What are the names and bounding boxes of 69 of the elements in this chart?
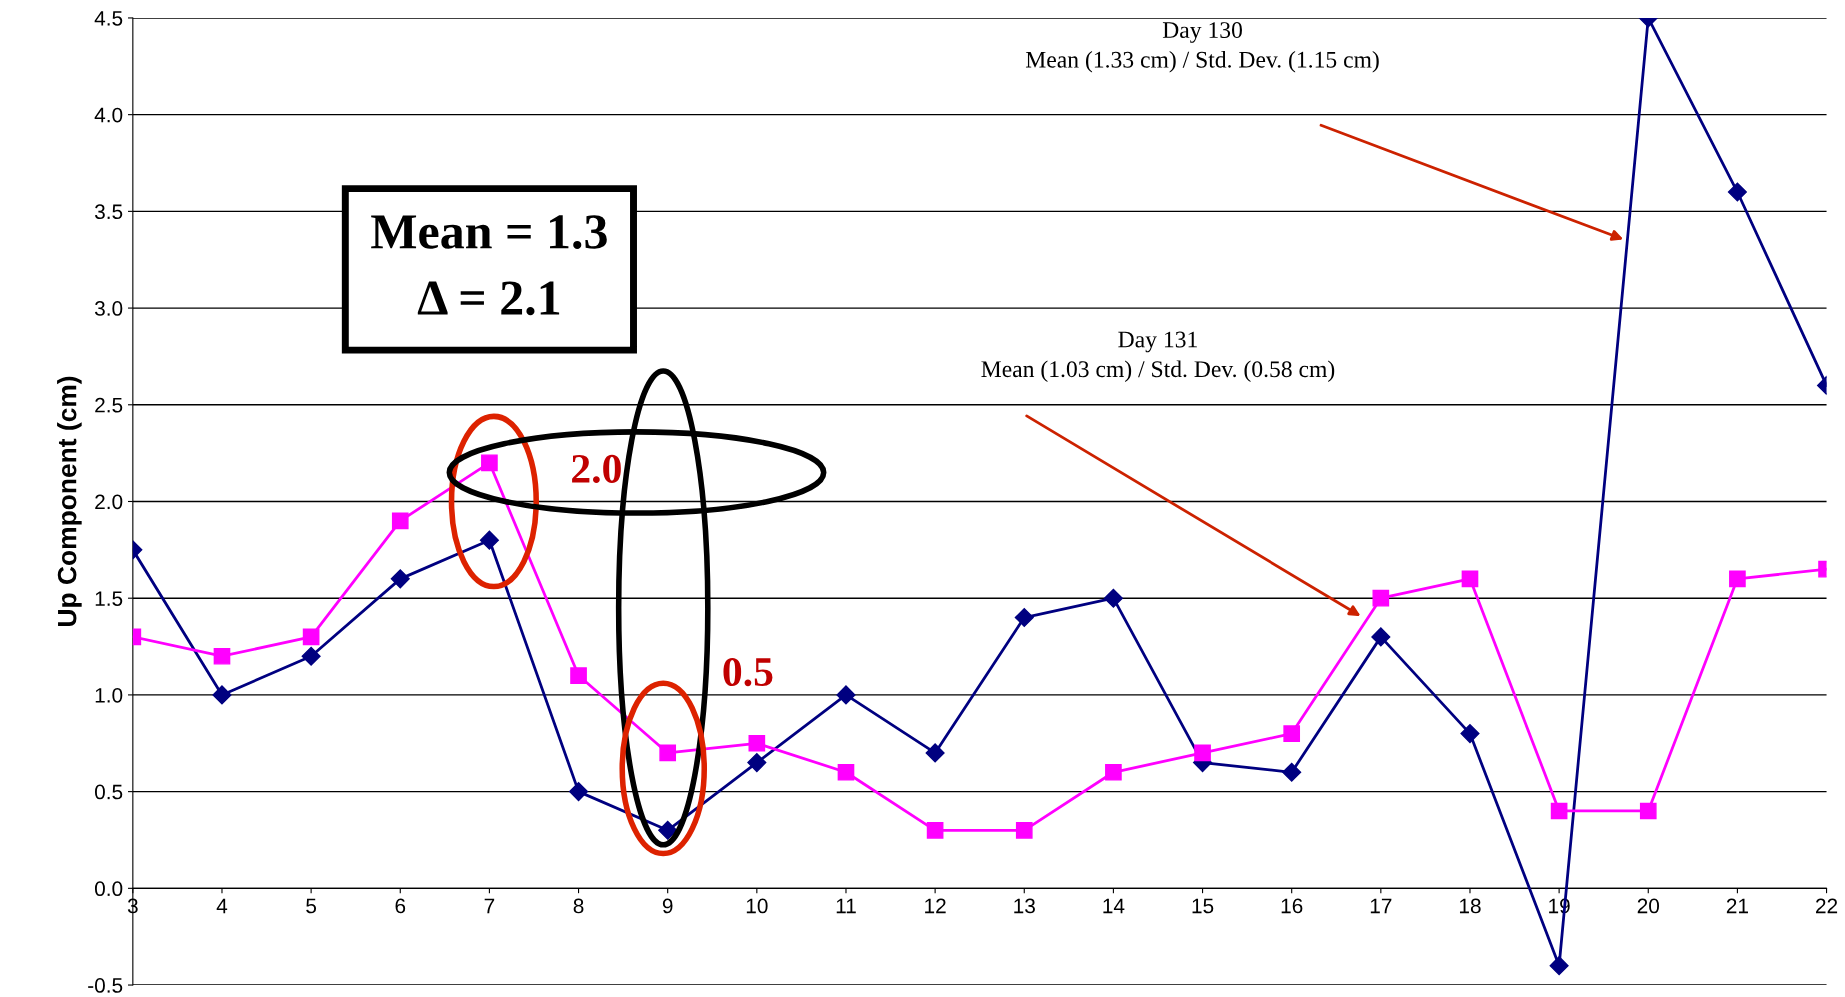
x-tick-label: 9 bbox=[662, 898, 673, 914]
y-tick-label: 2.0 bbox=[95, 494, 123, 510]
point bbox=[302, 628, 320, 646]
x-tick-label: 11 bbox=[836, 898, 856, 914]
x-tick-label: 20 bbox=[1637, 898, 1660, 914]
annotation: Mean = 1.3 Δ = 2.1 bbox=[371, 215, 607, 316]
point bbox=[836, 685, 856, 705]
point bbox=[570, 667, 587, 684]
point bbox=[659, 744, 677, 762]
point bbox=[747, 753, 767, 773]
point bbox=[1550, 802, 1568, 820]
x-tick-label: 18 bbox=[1459, 898, 1481, 914]
y-tick-label: 3.0 bbox=[94, 301, 123, 316]
y-tick-label: 0.0 bbox=[94, 881, 123, 897]
annotation: 2.0 bbox=[572, 454, 621, 484]
point bbox=[1461, 570, 1479, 588]
y-tick-label: -0.5 bbox=[88, 978, 123, 993]
point bbox=[1372, 589, 1390, 607]
point bbox=[1729, 570, 1746, 588]
point bbox=[1282, 762, 1302, 782]
x-tick-label: 10 bbox=[746, 898, 768, 914]
x-tick-label: 7 bbox=[484, 898, 495, 914]
x-tick-label: 12 bbox=[925, 898, 946, 914]
point bbox=[926, 821, 944, 839]
y-tick-label: 1.5 bbox=[95, 591, 123, 606]
y-axis-title: Up Component (cm) bbox=[57, 376, 82, 626]
y-tick-label: 0.5 bbox=[94, 784, 123, 800]
x-tick-label: 4 bbox=[216, 898, 228, 914]
y-tick-label: 4.0 bbox=[94, 107, 123, 123]
point bbox=[479, 530, 499, 550]
x-tick-label: 5 bbox=[306, 898, 317, 914]
annotation: Day 130 Mean (1.33 cm) / Std. Dev. (1.15 cm) bbox=[1025, 22, 1379, 73]
y-tick-label: 1.0 bbox=[95, 687, 123, 703]
point bbox=[213, 647, 231, 665]
point bbox=[658, 820, 678, 840]
point bbox=[1105, 763, 1122, 781]
x-tick-label: 6 bbox=[395, 898, 406, 914]
x-tick-label: 14 bbox=[1103, 898, 1125, 914]
point bbox=[391, 512, 409, 530]
point bbox=[1283, 725, 1301, 742]
annotation: 0.5 bbox=[723, 657, 773, 687]
point bbox=[1015, 821, 1033, 839]
point bbox=[1194, 744, 1211, 762]
point bbox=[925, 743, 945, 763]
point bbox=[1549, 956, 1569, 976]
x-tick-label: 16 bbox=[1281, 898, 1303, 914]
x-tick-label: 17 bbox=[1370, 898, 1392, 914]
point bbox=[212, 685, 232, 705]
x-tick-label: 22 bbox=[1816, 898, 1838, 914]
point bbox=[1460, 724, 1480, 744]
y-tick-label: 4.5 bbox=[94, 11, 123, 26]
point bbox=[1639, 802, 1657, 820]
point bbox=[301, 646, 321, 666]
x-tick-label: 13 bbox=[1014, 898, 1035, 914]
point bbox=[1371, 627, 1391, 647]
point bbox=[390, 569, 410, 589]
point bbox=[748, 734, 766, 752]
annotation: Day 131 Mean (1.03 cm) / Std. Dev. (0.58 cm) bbox=[981, 331, 1335, 382]
point bbox=[837, 763, 855, 781]
x-tick-label: 8 bbox=[573, 898, 584, 914]
x-tick-label: 21 bbox=[1726, 898, 1748, 914]
x-tick-label: 15 bbox=[1192, 898, 1214, 914]
point bbox=[569, 782, 589, 802]
point bbox=[1727, 182, 1747, 202]
point bbox=[1103, 588, 1123, 608]
point bbox=[481, 454, 498, 472]
y-tick-label: 2.5 bbox=[95, 397, 123, 413]
y-tick-label: 3.5 bbox=[94, 204, 123, 220]
point bbox=[1014, 608, 1034, 628]
